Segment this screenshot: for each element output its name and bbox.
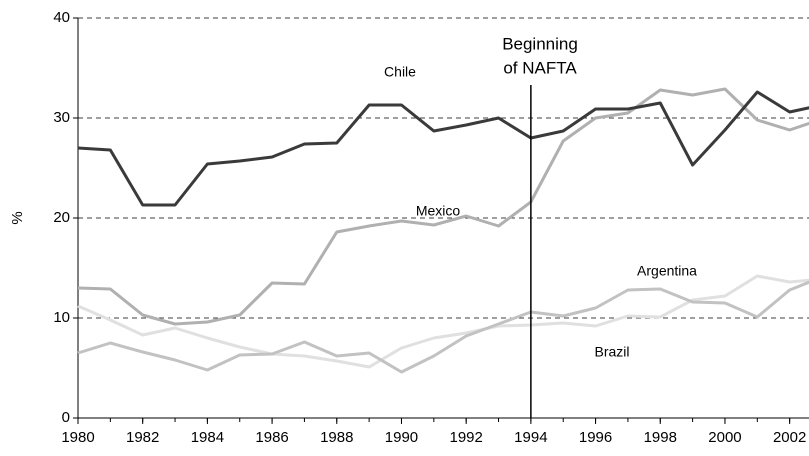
y-tick-label: 10 <box>53 309 70 326</box>
series-label: Argentina <box>637 263 697 279</box>
x-tick-label: 1990 <box>385 429 418 446</box>
x-tick-label: 1988 <box>320 429 353 446</box>
annotation-text: of NAFTA <box>503 58 577 77</box>
x-tick-label: 1986 <box>255 429 288 446</box>
x-tick-label: 1992 <box>449 429 482 446</box>
y-tick-label: 0 <box>62 409 70 426</box>
series-label: Mexico <box>416 203 461 219</box>
x-tick-label: 1984 <box>191 429 224 446</box>
y-tick-label: 40 <box>53 9 70 26</box>
x-tick-label: 1996 <box>579 429 612 446</box>
x-tick-label: 1982 <box>126 429 159 446</box>
series-label: Brazil <box>594 344 629 360</box>
series-line <box>77 87 809 326</box>
y-axis-label: % <box>9 211 26 224</box>
series-label: Chile <box>384 64 416 80</box>
series-line <box>77 280 809 374</box>
y-tick-label: 20 <box>53 209 70 226</box>
series-line <box>77 274 809 369</box>
x-tick-label: 2000 <box>708 429 741 446</box>
x-tick-label: 1980 <box>61 429 94 446</box>
series-line <box>77 90 809 207</box>
y-tick-label: 30 <box>53 109 70 126</box>
annotation-text: Beginning <box>502 34 578 53</box>
x-tick-label: 1994 <box>514 429 547 446</box>
x-tick-label: 1998 <box>644 429 677 446</box>
x-tick-label: 2002 <box>773 429 806 446</box>
